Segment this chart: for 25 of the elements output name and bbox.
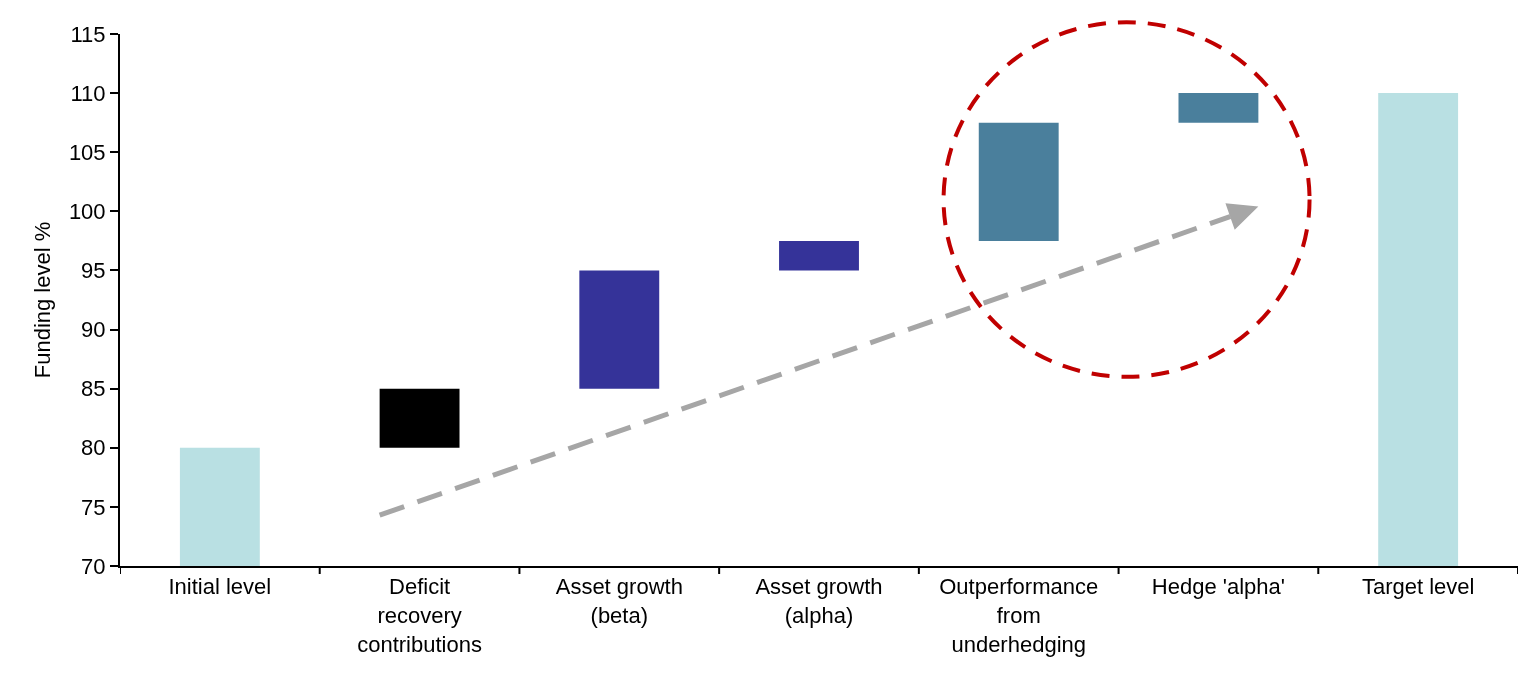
bar <box>179 447 260 566</box>
y-tick-label: 80 <box>81 435 106 461</box>
bar <box>579 270 660 389</box>
x-tick-label: Outperformance from underhedging <box>939 574 1099 657</box>
y-tick-label: 100 <box>68 199 106 225</box>
y-tick-label: 95 <box>81 258 106 284</box>
y-tick-label: 75 <box>81 494 106 520</box>
y-tick-label: 90 <box>81 317 106 343</box>
x-tick-label: Asset growth (alpha) <box>755 574 883 628</box>
x-tick-label: Asset growth (beta) <box>555 574 683 628</box>
x-tick-label: Deficit recovery contributions <box>357 574 482 657</box>
bar <box>978 122 1059 241</box>
bar <box>1378 93 1459 566</box>
y-tick-label: 105 <box>68 139 106 165</box>
y-tick-label: 85 <box>81 376 106 402</box>
bar <box>1178 93 1259 123</box>
x-tick-label: Initial level <box>168 574 272 600</box>
x-tick-label: Target level <box>1361 574 1475 600</box>
y-axis-title: Funding level % <box>30 221 56 379</box>
bar <box>779 240 859 271</box>
y-tick-label: 70 <box>81 553 106 579</box>
y-tick-label: 110 <box>70 80 106 106</box>
x-tick-label: Hedge 'alpha' <box>1151 574 1286 600</box>
bar <box>379 388 460 448</box>
y-tick-label: 115 <box>70 21 106 47</box>
